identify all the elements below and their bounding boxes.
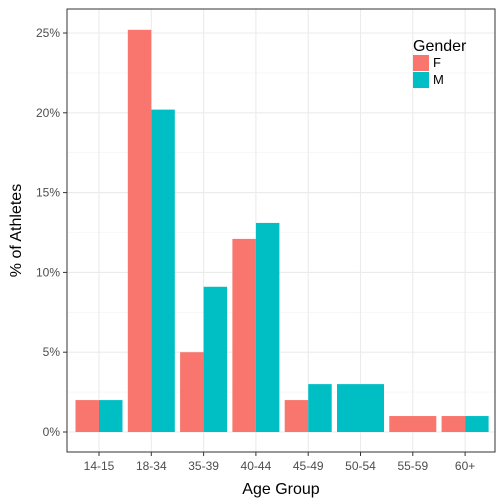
legend-title: Gender: [413, 38, 467, 55]
y-tick-label-5: 25%: [36, 26, 60, 40]
y-tick-label-3: 15%: [36, 186, 60, 200]
x-tick-label-5: 50-54: [345, 459, 376, 473]
legend-key-F: [413, 55, 429, 71]
x-tick-label-4: 45-49: [293, 459, 324, 473]
bar-F-35-39: [180, 352, 204, 432]
bar-M-14-15: [99, 400, 123, 432]
bar-F-60+: [441, 416, 466, 432]
y-tick-label-4: 20%: [36, 106, 60, 120]
x-tick-label-2: 35-39: [188, 459, 219, 473]
x-axis: 14-15 18-34 35-39 40-44 45-49 50-54 55-59 60+: [84, 452, 475, 473]
bars: [75, 29, 489, 432]
y-tick-label-1: 5%: [43, 345, 61, 359]
bar-F-40-44: [232, 238, 256, 432]
bar-F-55-59: [389, 416, 437, 432]
bar-F-14-15: [75, 400, 99, 432]
bar-F-18-34: [127, 29, 152, 432]
x-tick-label-0: 14-15: [84, 459, 115, 473]
legend-label-M: M: [433, 72, 444, 87]
bar-M-60+: [465, 416, 489, 432]
bar-M-45-49: [308, 384, 332, 432]
y-axis: 0% 5% 10% 15% 20% 25%: [36, 26, 67, 439]
bar-M-40-44: [255, 222, 280, 432]
bar-M-18-34: [151, 109, 175, 432]
bar-F-45-49: [284, 400, 309, 432]
x-tick-label-3: 40-44: [241, 459, 272, 473]
x-tick-label-6: 55-59: [397, 459, 428, 473]
plot-panel-border: [66, 8, 496, 453]
y-axis-title: % of Athletes: [8, 184, 25, 277]
bar-M-50-54: [337, 384, 384, 432]
x-axis-title: Age Group: [242, 481, 319, 498]
bar-M-35-39: [203, 286, 228, 432]
legend: Gender FM: [413, 38, 467, 88]
legend-key-M: [413, 72, 429, 88]
x-tick-label-7: 60+: [455, 459, 475, 473]
legend-label-F: F: [433, 55, 441, 70]
y-tick-label-0: 0%: [43, 425, 61, 439]
x-tick-label-1: 18-34: [136, 459, 167, 473]
y-tick-label-2: 10%: [36, 265, 60, 279]
